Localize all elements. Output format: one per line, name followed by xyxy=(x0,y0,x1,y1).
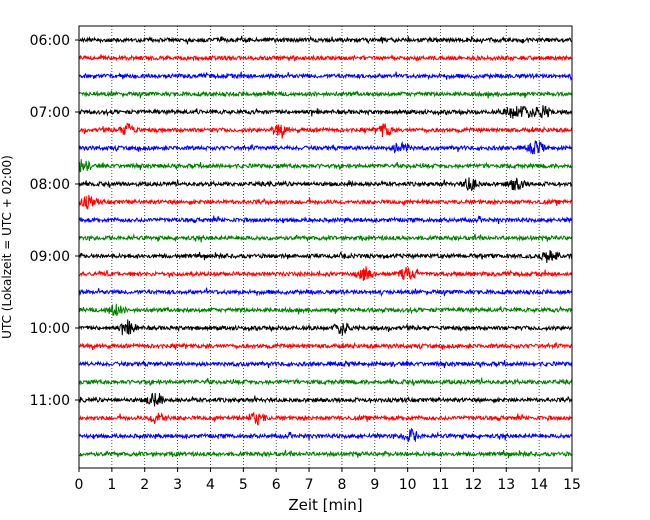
y-tick-label: 06:00 xyxy=(30,33,70,49)
trace-0900 xyxy=(78,250,573,264)
y-axis: 06:00 07:00 08:00 09:00 10:00 11:00 xyxy=(30,33,79,409)
x-tick-label: 2 xyxy=(140,477,149,493)
trace-1015 xyxy=(78,341,573,351)
y-tick-label: 08:00 xyxy=(30,177,70,193)
x-tick-label: 15 xyxy=(563,477,581,493)
trace-0645 xyxy=(78,90,573,99)
trace-0730 xyxy=(78,140,573,155)
x-tick-label: 3 xyxy=(173,477,182,493)
trace-0600 xyxy=(78,35,573,45)
trace-1115 xyxy=(78,411,573,426)
trace-0745 xyxy=(78,159,573,173)
trace-0930 xyxy=(78,287,573,297)
trace-0800 xyxy=(78,177,573,192)
trace-0830 xyxy=(78,215,573,225)
trace-1030 xyxy=(78,359,573,369)
trace-group xyxy=(78,35,573,459)
x-tick-label: 12 xyxy=(464,477,482,493)
trace-1100 xyxy=(78,392,573,407)
x-axis: 0 1 2 3 4 5 6 7 8 9 10 11 12 13 14 15 xyxy=(75,468,581,493)
trace-0615 xyxy=(78,54,573,62)
trace-1045 xyxy=(78,377,573,386)
x-tick-label: 4 xyxy=(206,477,215,493)
trace-0715 xyxy=(78,122,573,139)
y-tick-label: 09:00 xyxy=(30,249,70,265)
y-tick-label: 07:00 xyxy=(30,105,70,121)
x-tick-label: 13 xyxy=(497,477,515,493)
trace-0700 xyxy=(78,105,573,119)
trace-0815 xyxy=(78,194,573,210)
trace-0845 xyxy=(78,233,573,243)
x-tick-label: 11 xyxy=(432,477,450,493)
trace-0945 xyxy=(78,303,573,317)
y-axis-label: UTC (Lokalzeit = UTC + 02:00) xyxy=(0,155,14,339)
x-tick-label: 5 xyxy=(239,477,248,493)
x-tick-label: 7 xyxy=(305,477,314,493)
x-axis-label: Zeit [min] xyxy=(288,496,362,514)
plot-frame xyxy=(78,25,573,469)
x-tick-label: 10 xyxy=(399,477,417,493)
x-tick-label: 8 xyxy=(337,477,346,493)
y-tick-label: 11:00 xyxy=(30,393,70,409)
y-tick-label: 10:00 xyxy=(30,321,70,337)
x-tick-label: 14 xyxy=(530,477,548,493)
trace-0915 xyxy=(78,266,573,282)
x-tick-label: 0 xyxy=(75,477,84,493)
trace-1130 xyxy=(78,427,573,443)
trace-1000 xyxy=(78,319,573,336)
trace-1145 xyxy=(78,449,573,459)
x-tick-label: 1 xyxy=(107,477,116,493)
x-tick-label: 9 xyxy=(370,477,379,493)
trace-0630 xyxy=(78,71,573,81)
x-tick-label: 6 xyxy=(272,477,281,493)
